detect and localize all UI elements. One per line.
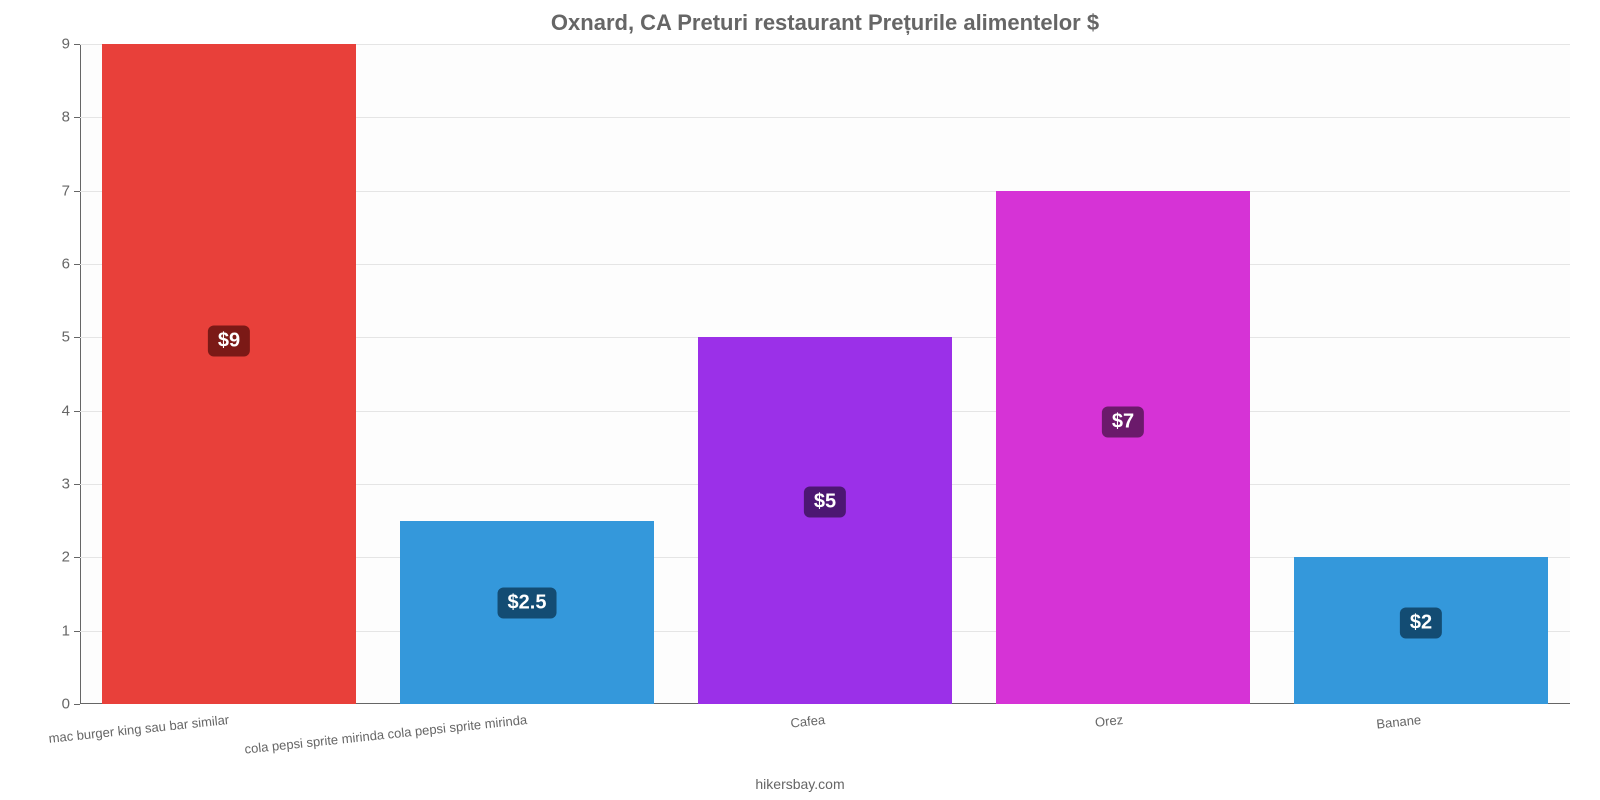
- bar-value-label: $5: [804, 487, 846, 518]
- bar-value-label: $2: [1400, 608, 1442, 639]
- ytick-label: 5: [62, 329, 80, 346]
- xtick-label: cola pepsi sprite mirinda cola pepsi spr…: [244, 712, 528, 757]
- bar: [996, 191, 1249, 704]
- ytick-label: 8: [62, 109, 80, 126]
- bar-value-label: $9: [208, 326, 250, 357]
- ytick-label: 0: [62, 696, 80, 713]
- xtick-label: mac burger king sau bar similar: [48, 712, 230, 746]
- plot-area: 0123456789$9mac burger king sau bar simi…: [80, 44, 1570, 704]
- ytick-label: 3: [62, 476, 80, 493]
- chart-container: Oxnard, CA Preturi restaurant Prețurile …: [0, 0, 1600, 800]
- xtick-label: Banane: [1376, 712, 1422, 732]
- ytick-label: 9: [62, 36, 80, 53]
- y-axis: [80, 44, 81, 704]
- ytick-label: 4: [62, 402, 80, 419]
- chart-footer: hikersbay.com: [0, 776, 1600, 792]
- xtick-label: Cafea: [790, 712, 826, 731]
- ytick-label: 6: [62, 256, 80, 273]
- chart-title: Oxnard, CA Preturi restaurant Prețurile …: [80, 10, 1570, 36]
- bar-value-label: $2.5: [498, 588, 557, 619]
- bar: [102, 44, 355, 704]
- ytick-label: 7: [62, 182, 80, 199]
- bar: [698, 337, 951, 704]
- ytick-label: 2: [62, 549, 80, 566]
- ytick-label: 1: [62, 622, 80, 639]
- xtick-label: Orez: [1094, 712, 1124, 730]
- bar-value-label: $7: [1102, 406, 1144, 437]
